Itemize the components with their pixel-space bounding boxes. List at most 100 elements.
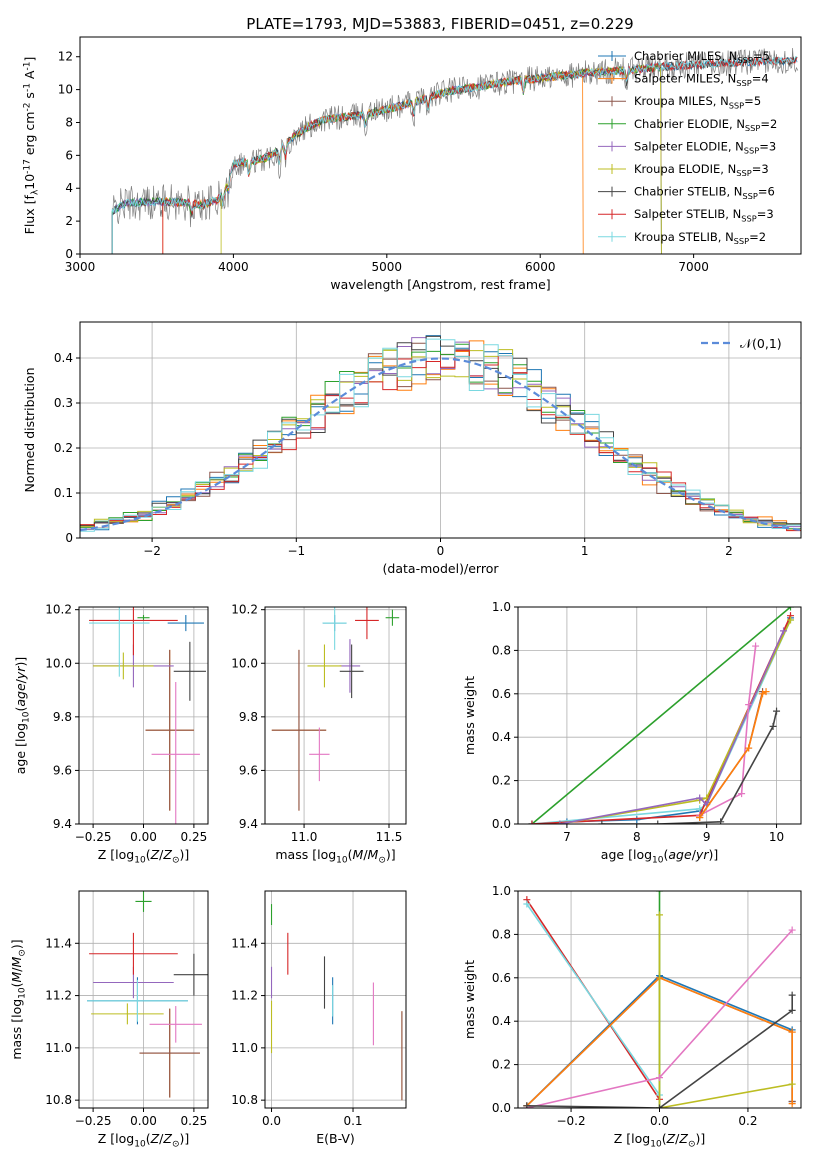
text-run: g	[13, 691, 28, 699]
text-run: N	[729, 49, 738, 63]
x-axis-label: E(B-V)	[316, 1131, 355, 1146]
y-tick-label: 10	[58, 83, 73, 97]
text-run: g	[676, 847, 684, 862]
weight-marker	[752, 642, 760, 650]
subscript: ⊙	[688, 1140, 696, 1150]
text-run: r	[679, 185, 684, 199]
text-run: t	[22, 386, 37, 391]
text-run: a	[395, 561, 403, 576]
x-tick-label: 7	[563, 830, 571, 844]
text-run: u	[22, 391, 37, 399]
text-run: e	[659, 72, 666, 86]
y-tick-label: 0.1	[54, 486, 73, 500]
text-run: y	[695, 847, 704, 862]
text-run: K	[634, 94, 642, 108]
text-run: [	[628, 847, 633, 862]
text-run: )	[180, 1131, 185, 1146]
text-run: o	[432, 561, 440, 576]
text-run: ,	[721, 49, 725, 63]
text-run: (	[662, 1131, 667, 1146]
x-tick-label: 5000	[372, 260, 403, 274]
text-run: g	[382, 277, 390, 292]
text-run: C	[634, 49, 642, 63]
histogram-outline	[80, 349, 801, 528]
text-run: =	[749, 230, 759, 244]
text-run: g	[462, 973, 477, 981]
text-run: o	[22, 476, 37, 484]
text-run: M	[9, 971, 24, 982]
text-run: r	[13, 666, 28, 672]
y-tick-label: 0.6	[492, 687, 511, 701]
text-run: /	[13, 678, 28, 683]
weight-marker	[528, 820, 536, 824]
text-run: t	[462, 676, 477, 681]
text-run: [	[626, 1131, 631, 1146]
text-run: [	[110, 847, 115, 862]
subscript: SSP	[734, 236, 749, 246]
text-run: C	[634, 117, 642, 131]
model-spectrum-line	[111, 55, 798, 254]
text-run: e	[538, 277, 546, 292]
text-run: t	[666, 72, 671, 86]
x-tick-label: 11.5	[376, 830, 403, 844]
text-run: l	[22, 224, 37, 227]
text-run: p	[652, 72, 659, 86]
residuals-panel: −2 −1 0 1 200.10.20.30.4(data-model)/errorNo…	[22, 321, 802, 576]
subscript: SSP	[736, 78, 751, 88]
text-run: M	[368, 847, 379, 862]
weight-marker	[788, 1006, 796, 1014]
text-run: S	[634, 207, 641, 221]
y-tick-label: 0.4	[54, 351, 73, 365]
y-tick-label: 0.4	[492, 1014, 511, 1028]
text-run: I	[717, 139, 720, 153]
text-run: 1	[769, 336, 777, 351]
x-tick-label: 0.00	[130, 830, 157, 844]
subscript: SSP	[736, 168, 751, 178]
text-run: [	[110, 1131, 115, 1146]
y-tick-label: 11.4	[45, 936, 72, 950]
text-run: S	[687, 185, 694, 199]
x-tick-label: 11.0	[291, 830, 318, 844]
text-run: M	[686, 72, 696, 86]
text-run: B	[329, 1131, 338, 1146]
text-run: g	[13, 759, 28, 767]
legend-entry: 𝒩(0,1)	[740, 336, 782, 351]
plot-area	[89, 607, 206, 824]
text-run: l	[648, 139, 651, 153]
text-run: L	[693, 139, 700, 153]
subscript: SSP	[729, 100, 744, 110]
text-run: e	[672, 49, 679, 63]
text-run: i	[462, 697, 477, 700]
x-axis-label: Z [log10​(Z/Z⊙​)]	[98, 847, 190, 866]
text-run: A	[22, 70, 37, 79]
y-tick-label: 0.8	[492, 643, 511, 657]
histogram-outline	[80, 337, 801, 530]
x-tick-label: 3000	[65, 260, 96, 274]
weight-marker	[788, 1028, 796, 1036]
weight-marker	[738, 790, 746, 798]
text-run: g	[644, 847, 652, 862]
text-run: h	[395, 277, 403, 292]
text-run: )	[9, 944, 24, 949]
text-run: 0	[757, 336, 765, 351]
text-run: a	[13, 767, 28, 775]
weight-series-line	[601, 711, 778, 824]
text-run: I	[706, 230, 709, 244]
subscript: ⊙	[172, 856, 180, 866]
x-tick-label: −1	[287, 544, 305, 558]
text-run: t	[443, 277, 448, 292]
text-run: a	[288, 847, 296, 862]
text-run: b	[656, 49, 663, 63]
text-run: S	[686, 207, 693, 221]
text-run: )	[350, 1131, 355, 1146]
observed-spectrum-line	[111, 47, 799, 228]
y-tick-label: 9.4	[53, 817, 72, 831]
text-run: i	[22, 407, 37, 410]
text-run: r	[678, 72, 683, 86]
text-run: r	[642, 230, 647, 244]
text-run: (	[752, 336, 757, 351]
text-run: /	[692, 847, 697, 862]
text-run: v	[348, 277, 356, 292]
text-run: g	[429, 277, 437, 292]
text-run: g	[126, 847, 134, 862]
